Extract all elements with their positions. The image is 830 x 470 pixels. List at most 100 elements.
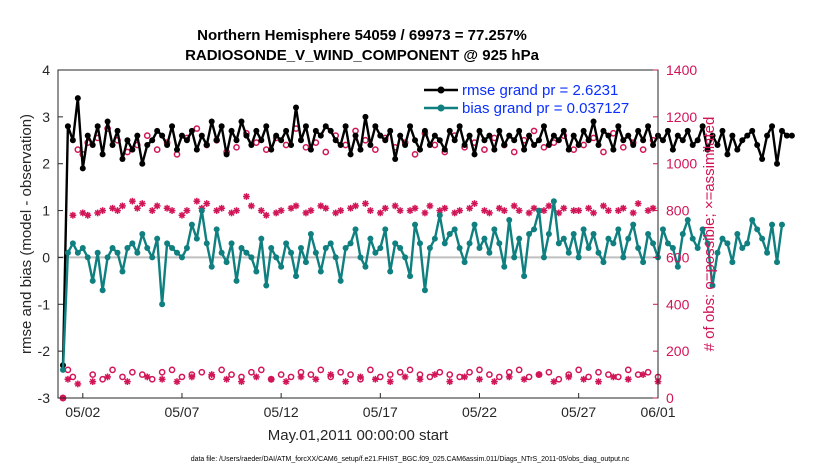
obs-assimilated-point (639, 371, 647, 378)
bias-point (759, 235, 766, 242)
rmse-point (620, 137, 627, 144)
bias-point (630, 221, 637, 228)
obs-assimilated-point (133, 204, 141, 212)
rmse-point (421, 127, 428, 134)
rmse-point (119, 156, 126, 163)
obs-assimilated-point (124, 378, 131, 385)
obs-assimilated-point (307, 207, 315, 214)
rmse-point (431, 132, 438, 139)
obs-assimilated-point (411, 204, 419, 212)
rmse-point (377, 132, 384, 139)
rmse-point (521, 146, 528, 153)
obs-assimilated-point (550, 378, 558, 385)
rmse-point (769, 123, 776, 130)
obs-assimilated-stroke (169, 207, 176, 214)
rmse-point (650, 141, 657, 148)
obs-assimilated-point (302, 209, 310, 217)
obs-assimilated-stroke (486, 209, 493, 216)
obs-assimilated-stroke (327, 371, 334, 378)
obs-assimilated-stroke (248, 202, 255, 209)
obs-possible-point (287, 373, 295, 381)
bias-point (684, 216, 691, 223)
rmse-point (471, 151, 478, 158)
obs-assimilated-stroke (585, 205, 592, 212)
rmse-point (288, 141, 295, 148)
rmse-point (436, 137, 443, 144)
bias-point (337, 277, 344, 284)
obs-assimilated-stroke (283, 378, 290, 385)
obs-assimilated-point (327, 371, 335, 378)
rmse-point (302, 123, 309, 130)
obs-assimilated-point (347, 204, 354, 212)
obs-assimilated-point (178, 211, 186, 219)
bias-point (372, 249, 379, 256)
obs-possible-point (600, 148, 607, 156)
bias-point (605, 235, 612, 242)
obs-assimilated-stroke (521, 376, 528, 383)
bias-point (555, 240, 562, 247)
bias-point (248, 254, 255, 261)
rmse-point (347, 151, 354, 158)
obs-assimilated-stroke (164, 205, 171, 212)
rmse-point (749, 127, 756, 134)
bias-point (387, 268, 394, 275)
bias-point (441, 240, 448, 247)
rmse-point (79, 165, 86, 172)
rmse-point (233, 137, 240, 144)
bias-point (689, 235, 696, 242)
bias-point (590, 231, 597, 237)
obs-assimilated-point (386, 378, 394, 385)
bias-point (154, 235, 161, 242)
x-tick-label: 05/07 (164, 404, 199, 420)
left-y-tick-label: -2 (38, 343, 51, 359)
rmse-point (759, 156, 766, 163)
obs-assimilated-stroke (307, 207, 314, 214)
bias-point (159, 301, 166, 308)
bias-point (481, 235, 488, 242)
bias-point (709, 282, 716, 289)
obs-possible-point (257, 366, 265, 374)
obs-assimilated-stroke (560, 205, 567, 212)
obs-assimilated-point (624, 375, 632, 383)
obs-possible-point (610, 129, 617, 137)
rmse-point (273, 132, 280, 139)
obs-assimilated-point (376, 209, 384, 217)
obs-assimilated-stroke (357, 373, 364, 380)
obs-assimilated-point (629, 209, 637, 217)
bias-point (486, 249, 493, 256)
obs-possible-point (481, 146, 488, 154)
obs-assimilated-stroke (317, 202, 324, 209)
bias-point (466, 240, 473, 247)
rmse-point (640, 137, 647, 144)
obs-assimilated-point (401, 373, 409, 381)
obs-assimilated-stroke (203, 200, 210, 207)
bias-point (307, 231, 314, 237)
obs-possible-point (495, 373, 503, 381)
obs-assimilated-stroke (600, 202, 607, 209)
obs-assimilated-stroke (421, 209, 428, 216)
obs-assimilated-point (243, 193, 250, 200)
bias-point (625, 235, 632, 242)
rmse-point (327, 127, 334, 134)
obs-assimilated-point (168, 207, 176, 214)
obs-assimilated-point (252, 373, 260, 381)
bias-point (407, 273, 414, 280)
rmse-point (511, 137, 518, 144)
obs-assimilated-point (99, 207, 107, 214)
left-y-tick-label: -1 (38, 296, 51, 312)
rmse-point (526, 132, 533, 139)
obs-possible-point (476, 366, 483, 374)
rmse-point (392, 156, 399, 163)
rmse-point (293, 104, 300, 111)
obs-assimilated-stroke (610, 373, 617, 380)
obs-possible-point (486, 371, 493, 378)
obs-assimilated-point (391, 202, 399, 210)
obs-assimilated-point (490, 378, 498, 385)
bias-point (367, 235, 374, 242)
bias-point (183, 245, 190, 252)
rmse-point (149, 137, 156, 144)
obs-assimilated-stroke (218, 205, 225, 212)
bias-point (674, 263, 681, 270)
rmse-point (774, 160, 781, 167)
rmse-point (174, 146, 181, 153)
